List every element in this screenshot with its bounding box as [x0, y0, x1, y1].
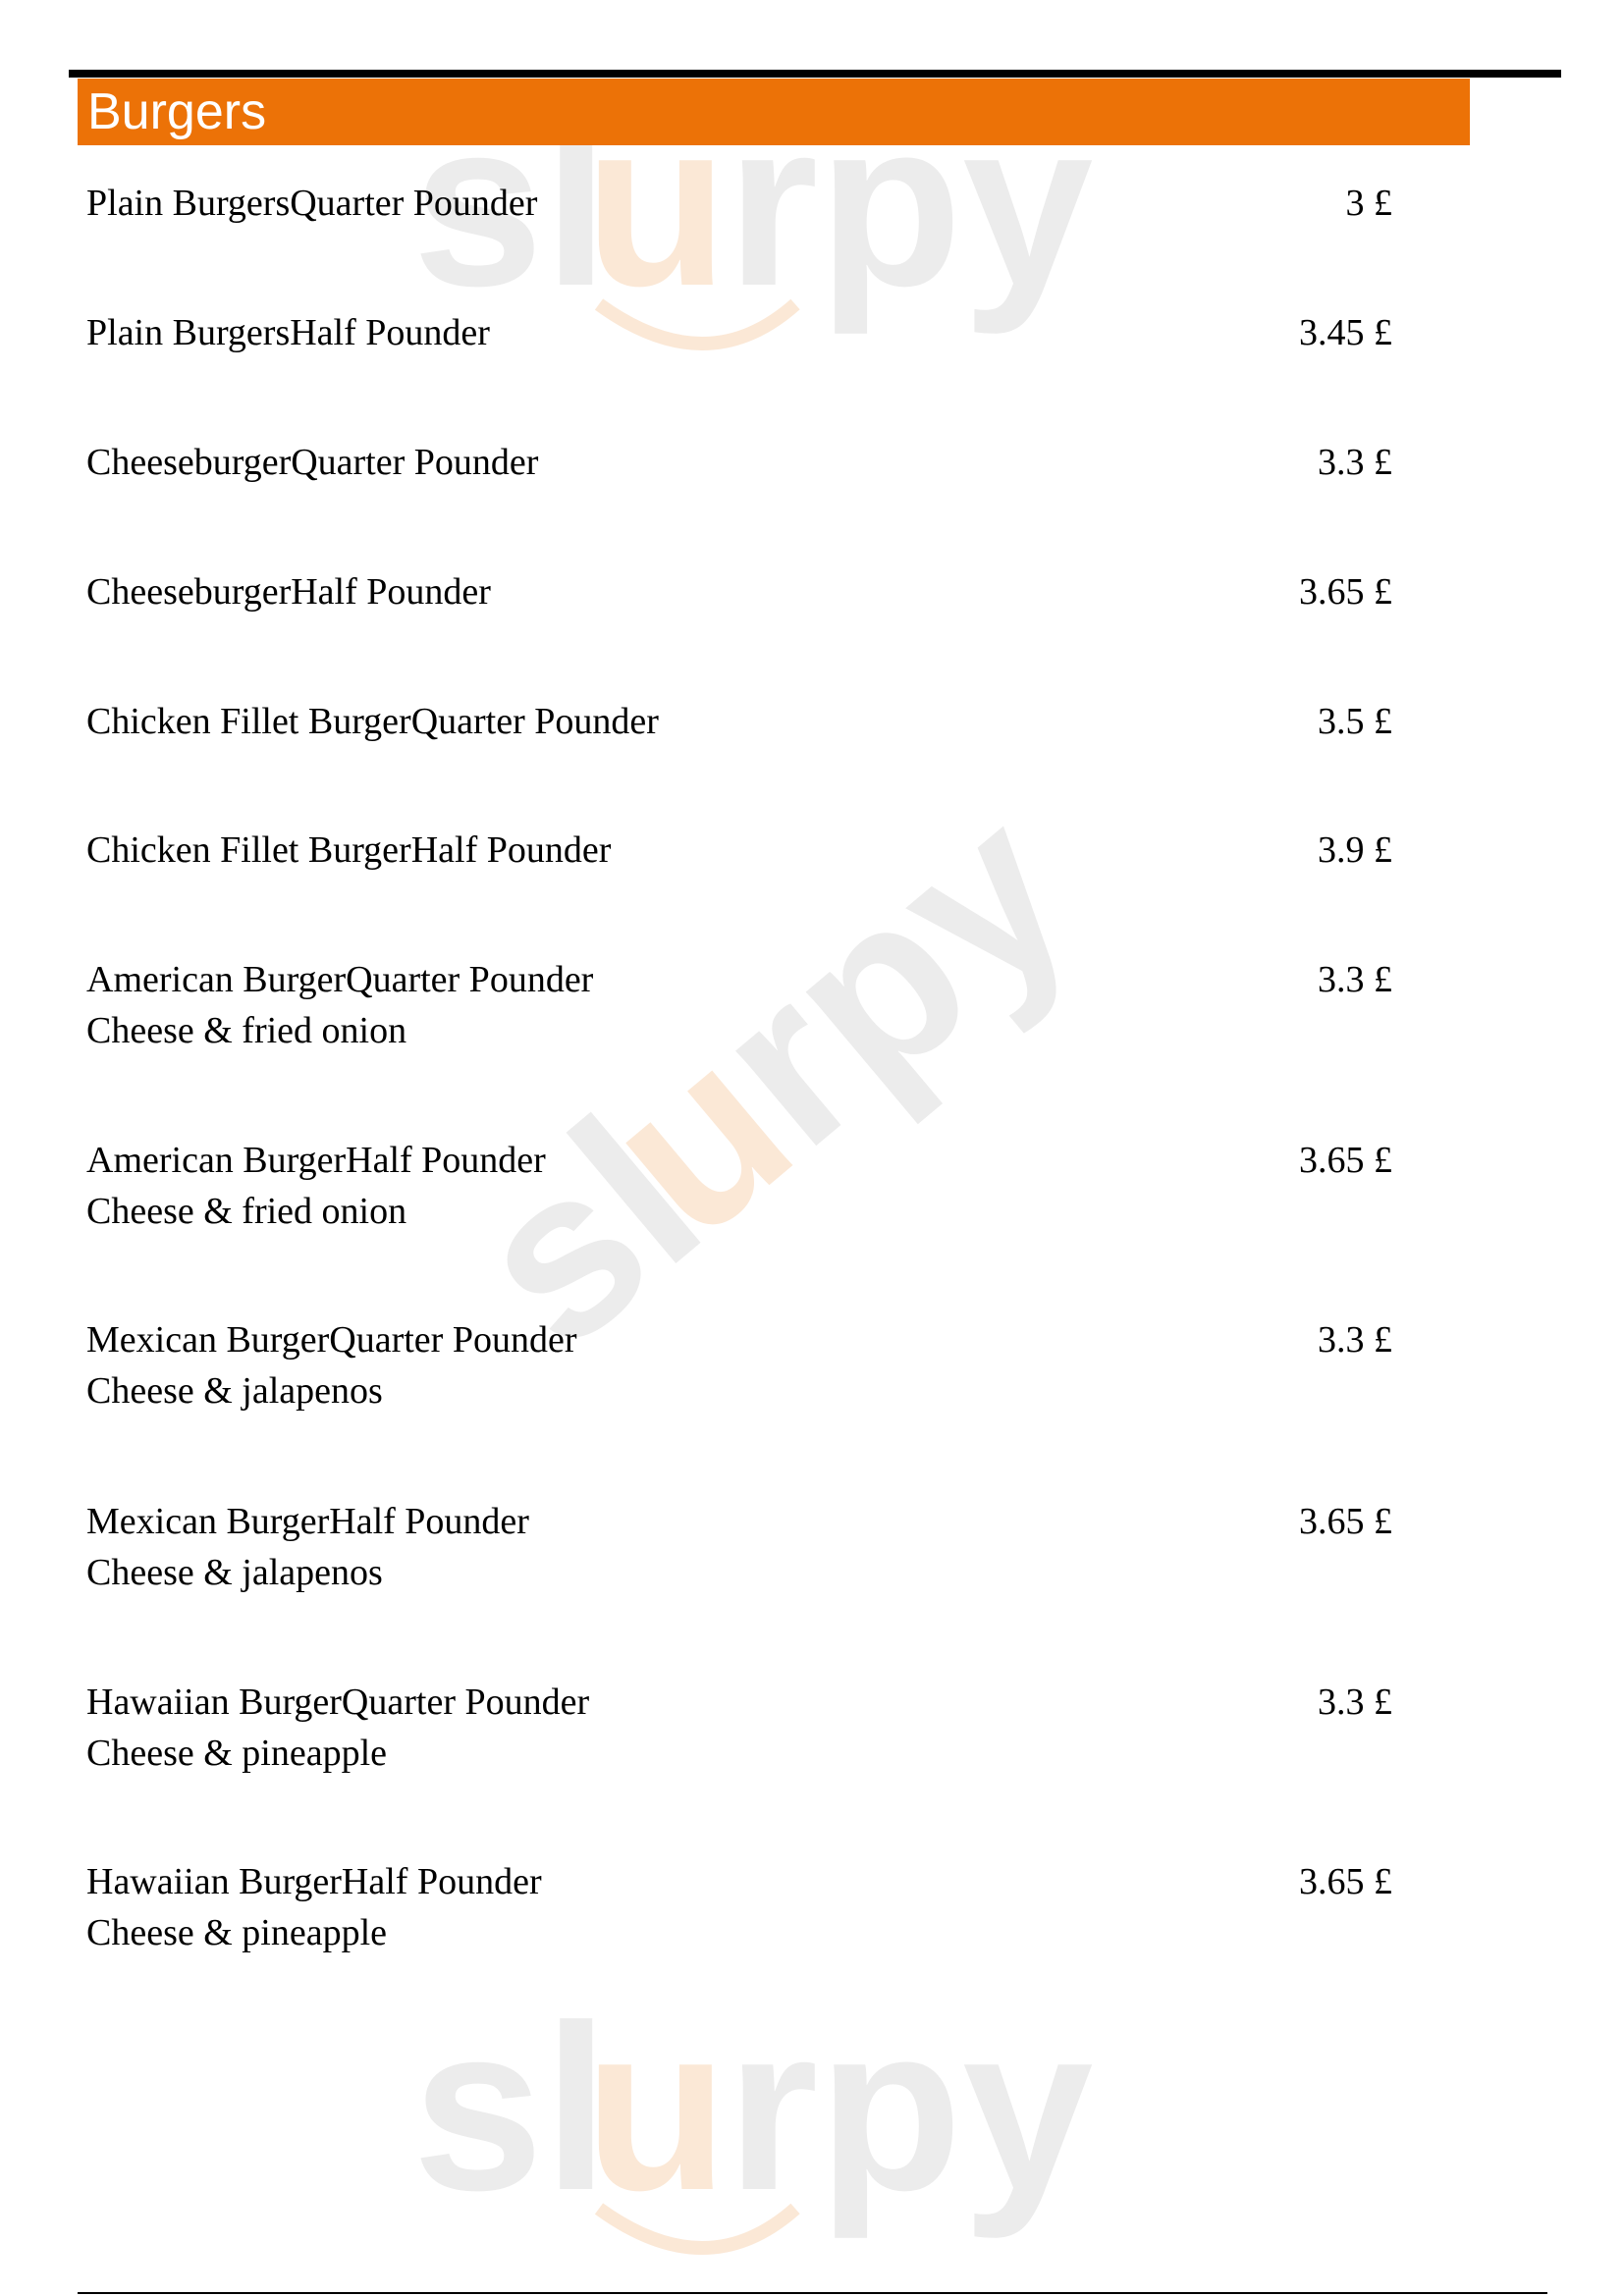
item-price: 3.3 £ [1318, 442, 1392, 483]
menu-item: Plain BurgersQuarter Pounder 3 £ [86, 178, 1392, 229]
item-price: 3.65 £ [1299, 571, 1392, 613]
svg-text:rpy: rpy [727, 1976, 1093, 2239]
item-description: Cheese & fried onion [86, 1010, 407, 1051]
menu-item: Mexican BurgerHalf Pounder Cheese & jalap… [86, 1496, 1392, 1598]
item-description: Cheese & jalapenos [86, 1552, 383, 1593]
item-name: American BurgerQuarter Pounder [86, 959, 594, 1000]
item-price: 3.3 £ [1318, 959, 1392, 1000]
menu-item: Mexican BurgerQuarter Pounder Cheese & ja… [86, 1314, 1392, 1416]
item-price: 3.9 £ [1318, 829, 1392, 871]
item-price: 3 £ [1345, 183, 1393, 224]
item-price: 3.3 £ [1318, 1319, 1392, 1361]
section-title: Burgers [87, 83, 267, 140]
item-name: CheeseburgerHalf Pounder [86, 571, 491, 613]
svg-text:u: u [584, 1976, 729, 2239]
menu-item: Plain BurgersHalf Pounder 3.45 £ [86, 307, 1392, 358]
menu-item: Hawaiian BurgerHalf Pounder Cheese & pine… [86, 1856, 1392, 1958]
item-price: 3.65 £ [1299, 1861, 1392, 1902]
item-description: Cheese & fried onion [86, 1191, 407, 1232]
item-name: Mexican BurgerHalf Pounder [86, 1501, 529, 1542]
item-price: 3.5 £ [1318, 701, 1392, 742]
item-name: American BurgerHalf Pounder [86, 1140, 546, 1181]
item-name: Mexican BurgerQuarter Pounder [86, 1319, 577, 1361]
menu-item: CheeseburgerQuarter Pounder 3.3 £ [86, 437, 1392, 488]
section-header: Burgers [78, 79, 1470, 145]
bottom-rule [78, 2292, 1547, 2294]
menu-item: Chicken Fillet BurgerQuarter Pounder 3.5 … [86, 696, 1392, 747]
item-price: 3.65 £ [1299, 1501, 1392, 1542]
watermark-logo-bottom: sl u rpy [412, 1976, 1093, 2255]
item-name: Chicken Fillet BurgerHalf Pounder [86, 829, 612, 871]
item-name: CheeseburgerQuarter Pounder [86, 442, 539, 483]
item-name: Hawaiian BurgerHalf Pounder [86, 1861, 542, 1902]
item-price: 3.3 £ [1318, 1682, 1392, 1723]
item-name: Plain BurgersHalf Pounder [86, 312, 490, 353]
item-description: Cheese & pineapple [86, 1733, 388, 1774]
item-name: Hawaiian BurgerQuarter Pounder [86, 1682, 590, 1723]
item-name: Plain BurgersQuarter Pounder [86, 183, 538, 224]
svg-text:sl: sl [412, 1976, 609, 2239]
menu-item: Hawaiian BurgerQuarter Pounder Cheese & p… [86, 1677, 1392, 1779]
item-price: 3.65 £ [1299, 1140, 1392, 1181]
menu-item: American BurgerQuarter Pounder Cheese & f… [86, 954, 1392, 1056]
top-rule [69, 70, 1561, 78]
item-name: Chicken Fillet BurgerQuarter Pounder [86, 701, 659, 742]
menu-item: Chicken Fillet BurgerHalf Pounder 3.9 £ [86, 825, 1392, 876]
menu-item: American BurgerHalf Pounder Cheese & frie… [86, 1135, 1392, 1237]
item-description: Cheese & pineapple [86, 1912, 388, 1953]
item-description: Cheese & jalapenos [86, 1370, 383, 1412]
item-price: 3.45 £ [1299, 312, 1392, 353]
menu-item: CheeseburgerHalf Pounder 3.65 £ [86, 566, 1392, 617]
